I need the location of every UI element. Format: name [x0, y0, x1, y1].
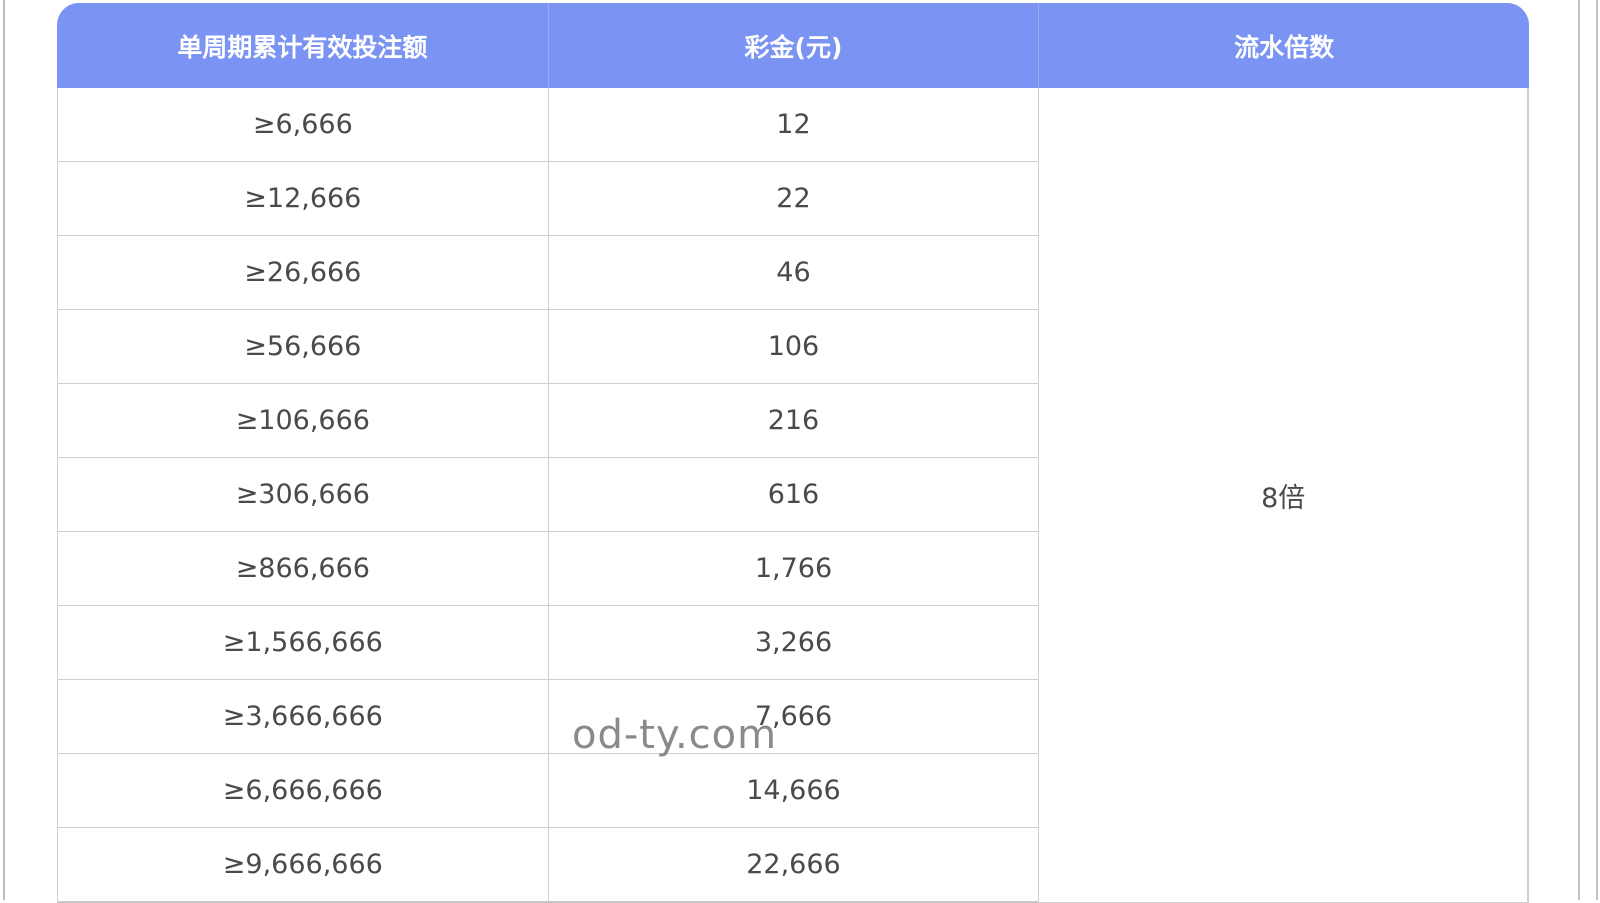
header-bonus: 彩金(元): [547, 3, 1039, 88]
table-row: ≥12,666 22: [57, 162, 1529, 236]
cell-bet-threshold: ≥306,666: [57, 458, 548, 532]
table-row: ≥26,666 46: [57, 236, 1529, 310]
cell-bonus: 106: [547, 310, 1039, 384]
cell-bonus: 22,666: [547, 828, 1039, 903]
cell-bet-threshold: ≥6,666,666: [57, 754, 548, 828]
table-row: ≥306,666 616: [57, 458, 1529, 532]
cell-bet-threshold: ≥9,666,666: [57, 828, 548, 903]
table-header-row: 单周期累计有效投注额 彩金(元) 流水倍数: [57, 3, 1529, 88]
cell-bonus: 12: [547, 88, 1039, 162]
cell-bet-threshold: ≥866,666: [57, 532, 548, 606]
table-row: ≥56,666 106: [57, 310, 1529, 384]
cell-bonus: 7,666: [547, 680, 1039, 754]
cell-bet-threshold: ≥106,666: [57, 384, 548, 458]
table-row: ≥1,566,666 3,266: [57, 606, 1529, 680]
cell-bonus: 46: [547, 236, 1039, 310]
cell-multiplier: 8倍: [1038, 88, 1529, 903]
cell-bonus: 14,666: [547, 754, 1039, 828]
header-weekly-bet: 单周期累计有效投注额: [57, 3, 548, 88]
cell-bet-threshold: ≥3,666,666: [57, 680, 548, 754]
cell-bonus: 3,266: [547, 606, 1039, 680]
cell-bonus: 22: [547, 162, 1039, 236]
header-multiplier: 流水倍数: [1038, 3, 1529, 88]
watermark: od-ty.com: [572, 712, 778, 758]
cell-bet-threshold: ≥6,666: [57, 88, 548, 162]
cell-bet-threshold: ≥26,666: [57, 236, 548, 310]
cell-bonus: 1,766: [547, 532, 1039, 606]
page-border-right-outer: [1596, 0, 1598, 900]
table-row: ≥6,666,666 14,666: [57, 754, 1529, 828]
table-row: ≥866,666 1,766: [57, 532, 1529, 606]
cell-bonus: 216: [547, 384, 1039, 458]
page-border-left: [3, 0, 5, 900]
bonus-table: 单周期累计有效投注额 彩金(元) 流水倍数 ≥6,666 12 8倍 ≥12,666 2…: [57, 3, 1529, 903]
table-row: ≥6,666 12 8倍: [57, 88, 1529, 903]
cell-bet-threshold: ≥12,666: [57, 162, 548, 236]
cell-bet-threshold: ≥1,566,666: [57, 606, 548, 680]
cell-bonus: 616: [547, 458, 1039, 532]
page-border-right: [1578, 0, 1580, 900]
table-row: ≥106,666 216: [57, 384, 1529, 458]
cell-bet-threshold: ≥56,666: [57, 310, 548, 384]
table-row: ≥3,666,666 7,666: [57, 680, 1529, 754]
